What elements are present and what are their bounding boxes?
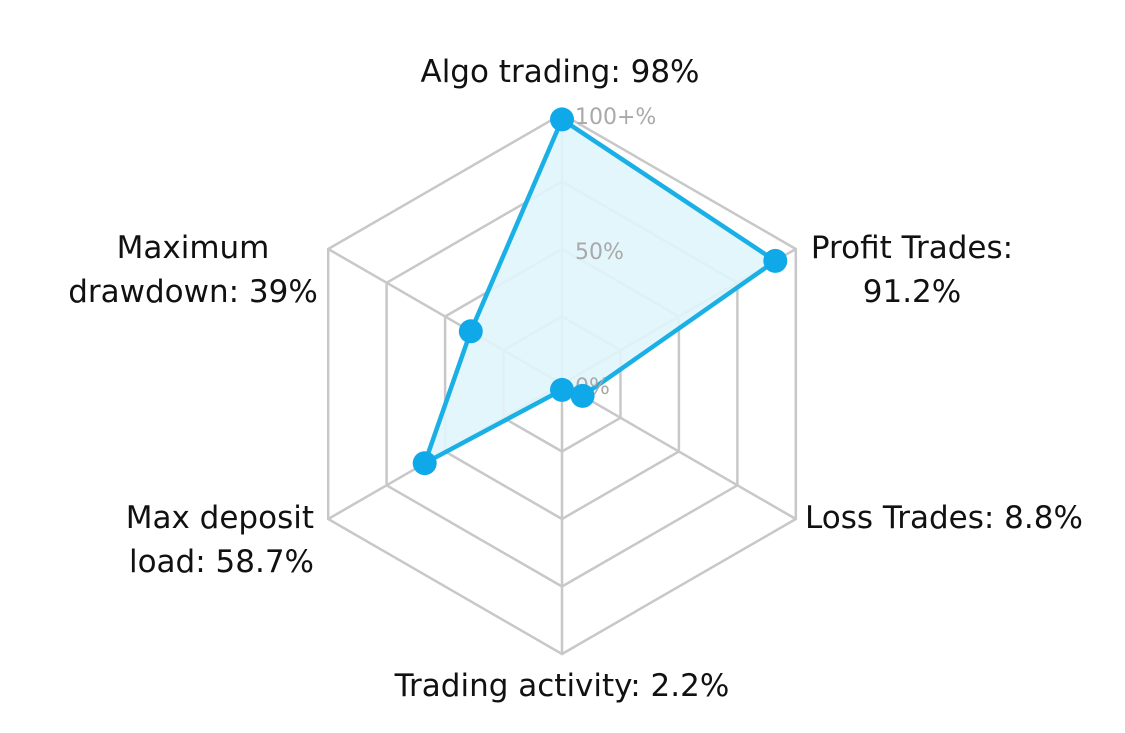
data-point-max-deposit-load <box>412 451 437 476</box>
axis-label-algo-trading: Algo trading: 98% <box>420 54 699 90</box>
data-point-loss-trades <box>570 383 595 408</box>
ring-label: 100+% <box>575 105 656 130</box>
axis-label-line: load: 58.7% <box>129 544 314 580</box>
axis-label-line: Profit Trades: <box>811 230 1013 266</box>
axis-label-line: Trading activity: 2.2% <box>394 668 730 704</box>
axis-label-loss-trades: Loss Trades: 8.8% <box>805 500 1083 536</box>
axis-label-line: Max deposit <box>126 500 314 536</box>
data-point-algo-trading <box>550 107 574 132</box>
data-polygon <box>422 117 778 466</box>
axis-label-layer: Algo trading: 98% Profit Trades: 91.2% Loss… <box>68 54 1083 704</box>
axis-label-line: Loss Trades: 8.8% <box>805 500 1083 536</box>
axis-label-line: Algo trading: 98% <box>420 54 699 90</box>
axis-label-trading-activity: Trading activity: 2.2% <box>394 668 730 704</box>
ring-label-layer: 0%50%100+% <box>575 105 656 400</box>
axis-label-maximum-drawdown: Maximum drawdown: 39% <box>68 230 318 310</box>
axis-label-max-deposit-load: Max deposit load: 58.7% <box>126 500 314 580</box>
grid-spoke <box>561 382 797 521</box>
marker-layer <box>412 107 788 476</box>
axis-label-line: 91.2% <box>863 274 961 310</box>
axis-label-line: drawdown: 39% <box>68 274 318 310</box>
data-point-maximum-drawdown <box>458 319 483 344</box>
axis-label-profit-trades: Profit Trades: 91.2% <box>811 230 1013 310</box>
ring-label: 50% <box>575 240 624 265</box>
data-point-profit-trades <box>763 248 788 273</box>
axis-label-line: Maximum <box>117 230 270 266</box>
data-point-trading-activity <box>550 377 574 402</box>
data-area-layer <box>422 117 778 466</box>
